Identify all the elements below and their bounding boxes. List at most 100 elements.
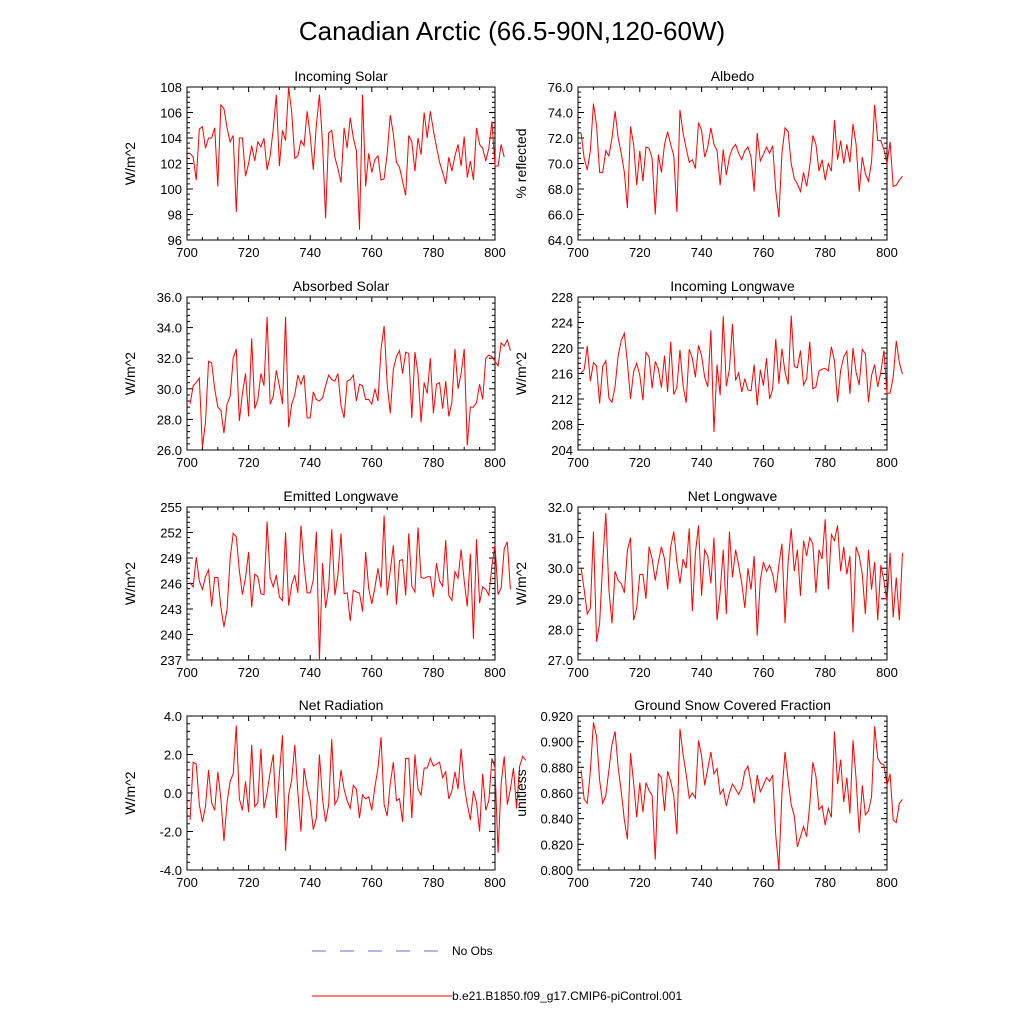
panel-title: Incoming Solar <box>294 68 388 84</box>
plot-frame <box>186 296 496 451</box>
x-tick-label: 720 <box>238 455 260 470</box>
chart-panel-0: Incoming Solar 700 720 740 760 780 800 96 98 100 1… <box>122 68 506 260</box>
x-tick-label: 740 <box>299 875 321 890</box>
y-tick-label: 30.0 <box>548 561 573 576</box>
y-tick-label: 0.0 <box>164 786 182 801</box>
panels: Incoming Solar 700 720 740 760 780 800 96 98 100 1… <box>122 68 903 890</box>
y-tick-label: 28.0 <box>157 412 182 427</box>
y-axis-label: W/m^2 <box>122 562 138 605</box>
y-tick-label: -2.0 <box>160 825 182 840</box>
x-tick-label: 800 <box>876 455 898 470</box>
figure-title: Canadian Arctic (66.5-90N,120-60W) <box>299 16 725 46</box>
x-tick-label: 740 <box>691 245 713 260</box>
y-tick-label: 34.0 <box>157 321 182 336</box>
y-tick-label: 108 <box>160 80 182 95</box>
x-tick-label: 760 <box>361 245 383 260</box>
y-tick-label: 30.0 <box>157 382 182 397</box>
x-tick-label: 740 <box>691 875 713 890</box>
x-tick-label: 700 <box>176 455 198 470</box>
y-tick-label: 2.0 <box>164 748 182 763</box>
y-tick-label: 240 <box>160 628 182 643</box>
y-tick-label: 246 <box>160 577 182 592</box>
panel-title: Net Longwave <box>688 488 778 504</box>
x-tick-label: 800 <box>484 455 506 470</box>
x-tick-label: 800 <box>876 245 898 260</box>
y-tick-label: 0.920 <box>540 709 573 724</box>
chart-panel-5: Net Longwave 700 720 740 760 780 800 27.0 28.0 29… <box>513 488 903 680</box>
y-tick-label: 249 <box>160 551 182 566</box>
y-tick-label: -4.0 <box>160 863 182 878</box>
x-tick-label: 740 <box>299 455 321 470</box>
y-tick-label: 72.0 <box>548 131 573 146</box>
plot-frame <box>186 506 496 661</box>
panel-title: Emitted Longwave <box>283 488 398 504</box>
y-tick-label: 27.0 <box>548 653 573 668</box>
y-tick-label: 220 <box>551 341 573 356</box>
x-tick-label: 700 <box>176 245 198 260</box>
y-tick-label: 224 <box>551 316 573 331</box>
x-tick-label: 800 <box>876 665 898 680</box>
y-tick-label: 66.0 <box>548 208 573 223</box>
panel-title: Ground Snow Covered Fraction <box>634 697 831 713</box>
x-tick-label: 780 <box>814 245 836 260</box>
x-tick-label: 700 <box>567 665 589 680</box>
x-tick-label: 700 <box>567 245 589 260</box>
plot-frame <box>186 715 496 871</box>
series-line-0 <box>580 315 903 433</box>
y-axis-label: W/m^2 <box>122 352 138 395</box>
x-tick-label: 760 <box>361 665 383 680</box>
x-tick-label: 760 <box>753 455 775 470</box>
x-tick-label: 780 <box>423 245 445 260</box>
x-tick-label: 740 <box>299 665 321 680</box>
y-tick-label: 98 <box>168 208 182 223</box>
y-tick-label: 0.900 <box>540 735 573 750</box>
y-tick-label: 31.0 <box>548 531 573 546</box>
x-tick-label: 720 <box>238 665 260 680</box>
x-tick-label: 780 <box>814 455 836 470</box>
y-tick-label: 4.0 <box>164 709 182 724</box>
plot-frame <box>577 506 888 661</box>
y-tick-label: 68.0 <box>548 182 573 197</box>
series-line-0 <box>189 316 511 448</box>
y-axis-label: unitless <box>513 769 529 816</box>
y-tick-label: 243 <box>160 602 182 617</box>
x-tick-label: 740 <box>299 245 321 260</box>
series-line-0 <box>189 86 505 230</box>
x-tick-label: 760 <box>753 665 775 680</box>
x-tick-label: 740 <box>691 665 713 680</box>
chart-panel-2: Absorbed Solar 700 720 740 760 780 800 26.0 28.0… <box>122 278 511 470</box>
x-tick-label: 700 <box>567 455 589 470</box>
series-line-0 <box>580 722 903 869</box>
x-tick-label: 700 <box>567 875 589 890</box>
x-tick-label: 720 <box>238 875 260 890</box>
x-tick-label: 780 <box>814 875 836 890</box>
chart-panel-3: Incoming Longwave 700 720 740 760 780 800 204 20… <box>513 278 903 470</box>
plot-frame <box>577 86 888 241</box>
y-tick-label: 26.0 <box>157 443 182 458</box>
x-tick-label: 780 <box>423 455 445 470</box>
chart-panel-6: Net Radiation 700 720 740 760 780 800 -4.0 -2.0 0… <box>122 697 527 890</box>
legend-model-label: b.e21.B1850.f09_g17.CMIP6-piControl.001 <box>452 989 682 1003</box>
y-tick-label: 100 <box>160 182 182 197</box>
y-tick-label: 0.860 <box>540 786 573 801</box>
legend: No Obs b.e21.B1850.f09_g17.CMIP6-piContr… <box>312 944 682 1003</box>
x-tick-label: 760 <box>361 455 383 470</box>
plot-frame <box>577 715 888 871</box>
x-tick-label: 780 <box>814 665 836 680</box>
y-tick-label: 29.0 <box>548 592 573 607</box>
y-tick-label: 74.0 <box>548 106 573 121</box>
x-tick-label: 780 <box>423 665 445 680</box>
panel-title: Incoming Longwave <box>670 278 795 294</box>
y-tick-label: 102 <box>160 157 182 172</box>
y-tick-label: 0.840 <box>540 812 573 827</box>
x-tick-label: 800 <box>484 875 506 890</box>
series-line-0 <box>189 725 527 853</box>
y-axis-label: W/m^2 <box>513 562 529 605</box>
x-tick-label: 760 <box>753 245 775 260</box>
series-line-0 <box>189 515 511 661</box>
y-axis-label: % reflected <box>513 128 529 198</box>
x-tick-label: 740 <box>691 455 713 470</box>
x-tick-label: 720 <box>238 245 260 260</box>
y-tick-label: 36.0 <box>157 290 182 305</box>
